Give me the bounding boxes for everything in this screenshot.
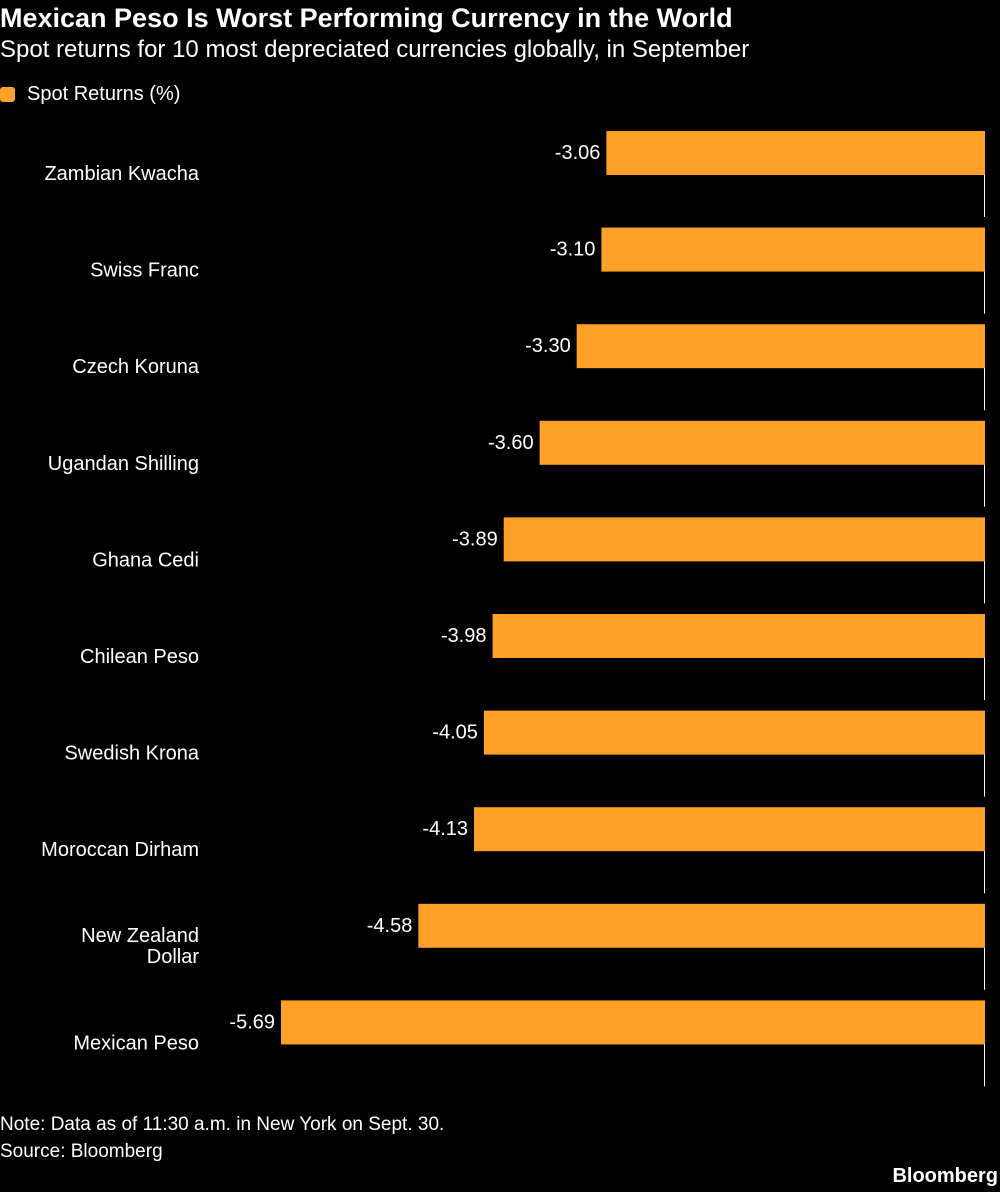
category-label-line: Ghana Cedi	[92, 549, 199, 571]
bar	[483, 710, 985, 755]
data-label: -4.58	[367, 915, 413, 937]
category-label-line: Dollar	[147, 946, 200, 968]
footnote: Note: Data as of 11:30 a.m. in New York …	[0, 1114, 445, 1135]
bar	[503, 517, 985, 562]
legend-swatch	[0, 86, 15, 102]
legend: Spot Returns (%)	[0, 80, 180, 108]
bar	[281, 1000, 985, 1045]
category-label-line: Ugandan Shilling	[48, 453, 199, 475]
category-label: Ghana Cedi	[92, 549, 199, 571]
data-label: -3.89	[452, 528, 498, 550]
category-label-line: Swedish Krona	[64, 743, 199, 765]
category-label: New Zealand Dollar	[81, 925, 199, 968]
bar	[576, 324, 985, 369]
category-label: Swiss Franc	[90, 260, 199, 282]
category-label: Moroccan Dirham	[41, 839, 199, 861]
data-label: -3.60	[488, 432, 534, 454]
category-label-line: Czech Koruna	[72, 356, 200, 378]
bar	[474, 807, 985, 852]
category-label-line: Moroccan Dirham	[41, 839, 199, 861]
category-label-line: Zambian Kwacha	[44, 163, 199, 185]
category-label: Swedish Krona	[64, 743, 199, 765]
data-label: -3.30	[525, 335, 571, 357]
data-label: -3.06	[555, 142, 601, 164]
bloomberg-logo: Bloomberg	[892, 1165, 998, 1187]
data-label: -3.10	[550, 239, 596, 261]
bar	[601, 227, 985, 272]
legend-label: Spot Returns (%)	[27, 82, 181, 105]
bar	[606, 131, 985, 175]
category-label-line: Swiss Franc	[90, 260, 199, 282]
category-label: Czech Koruna	[72, 356, 200, 378]
data-label: -3.98	[441, 625, 487, 647]
category-label: Mexican Peso	[73, 1032, 199, 1054]
category-label: Zambian Kwacha	[44, 163, 199, 185]
category-label-line: Mexican Peso	[73, 1032, 199, 1054]
category-label-line: Chilean Peso	[80, 646, 199, 668]
bar	[492, 614, 985, 658]
data-label: -4.05	[432, 722, 478, 744]
bar-chart: -3.06 Zambian Kwacha -3.10 Swiss Franc -3.30…	[41, 131, 985, 1087]
category-label: Ugandan Shilling	[48, 453, 199, 475]
data-label: -5.69	[229, 1011, 275, 1033]
bar	[539, 420, 985, 465]
category-label-line: New Zealand	[81, 925, 199, 947]
bar	[418, 903, 985, 948]
chart-title: Mexican Peso Is Worst Performing Currenc…	[0, 3, 733, 33]
category-label: Chilean Peso	[80, 646, 199, 668]
source-note: Source: Bloomberg	[0, 1141, 163, 1162]
chart-subtitle: Spot returns for 10 most depreciated cur…	[0, 36, 750, 63]
data-label: -4.13	[422, 818, 468, 840]
